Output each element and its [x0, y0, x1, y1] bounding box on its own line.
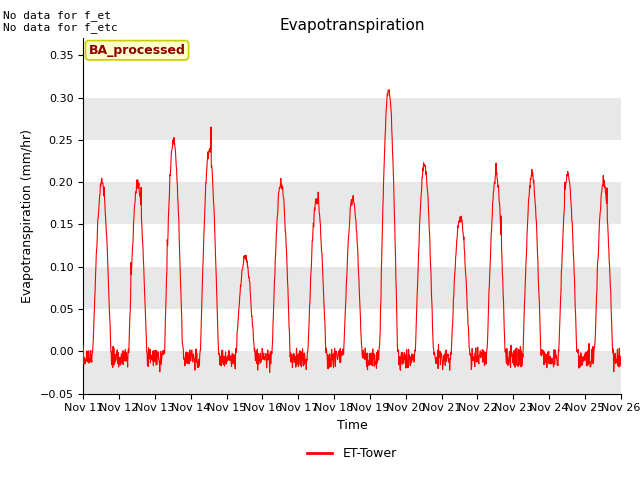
Text: BA_processed: BA_processed — [88, 44, 186, 57]
X-axis label: Time: Time — [337, 419, 367, 432]
Legend: ET-Tower: ET-Tower — [302, 443, 402, 466]
Bar — [83, 351, 621, 394]
Bar — [83, 182, 621, 225]
Bar — [83, 267, 621, 309]
Title: Evapotranspiration: Evapotranspiration — [279, 18, 425, 33]
Y-axis label: Evapotranspiration (mm/hr): Evapotranspiration (mm/hr) — [21, 129, 34, 303]
Bar — [83, 97, 621, 140]
Text: No data for f_et
No data for f_etc: No data for f_et No data for f_etc — [3, 10, 118, 33]
